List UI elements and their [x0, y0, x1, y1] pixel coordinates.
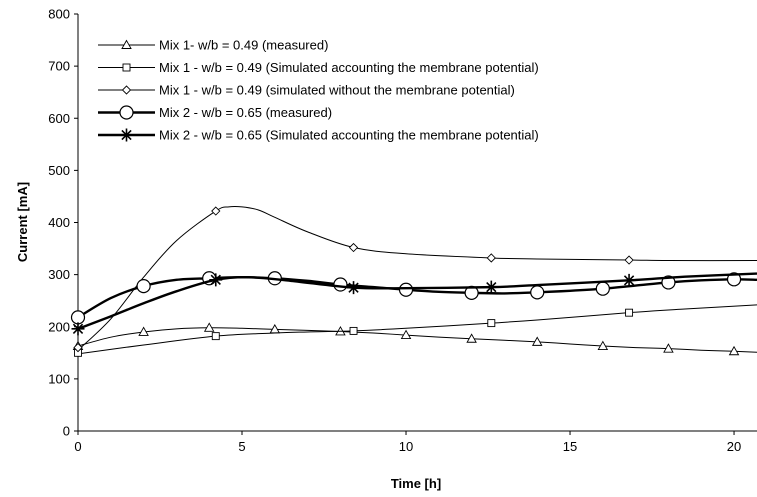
series-5-line: [77, 272, 757, 330]
series-1-line: [77, 327, 757, 353]
series-4-point: [726, 272, 742, 287]
series-4: [70, 271, 757, 325]
series-4-point: [661, 275, 676, 290]
series-3-point: [211, 206, 221, 216]
legend-label: Mix 2 - w/b = 0.65 (Simulated accounting…: [159, 128, 539, 143]
legend-item: Mix 2 - w/b = 0.65 (measured): [98, 105, 332, 120]
y-tick-label: 700: [48, 59, 70, 74]
y-tick-label: 300: [48, 267, 70, 282]
y-tick-label: 200: [48, 319, 70, 334]
series-4-point: [530, 285, 545, 300]
x-tick-label: 10: [399, 439, 413, 454]
series-2-line: [77, 304, 757, 355]
y-axis-title: Current [mA]: [15, 182, 30, 262]
series-1-point: [663, 343, 674, 353]
series-4-point: [70, 310, 86, 325]
x-tick-label: 15: [563, 439, 577, 454]
legend-marker: [119, 105, 134, 120]
series-3-point: [348, 242, 359, 253]
legend-item: Mix 1 - w/b = 0.49 (simulated without th…: [98, 83, 515, 98]
legend-label: Mix 1 - w/b = 0.49 (Simulated accounting…: [159, 60, 539, 75]
x-tick-label: 0: [74, 439, 81, 454]
series-4-point: [333, 277, 348, 292]
series-4-line: [77, 276, 757, 319]
series-2-point: [211, 332, 220, 341]
series-1-point: [203, 322, 215, 332]
series-1-point: [400, 329, 412, 340]
series-2-point: [487, 319, 496, 328]
series-layer: [70, 205, 757, 357]
series-5-point: [209, 273, 223, 287]
series-2-point: [625, 308, 634, 317]
series-5-point: [347, 281, 361, 295]
x-axis-title: Time [h]: [391, 476, 441, 491]
y-tick-label: 500: [48, 163, 70, 178]
y-tick-label: 100: [48, 371, 70, 386]
legend-marker: [121, 85, 132, 95]
series-3-point: [486, 253, 496, 263]
legend: Mix 1- w/b = 0.49 (measured) Mix 1 - w/b …: [98, 38, 539, 143]
series-5-point: [71, 322, 85, 336]
series-3-point: [73, 342, 83, 353]
legend-label: Mix 1 - w/b = 0.49 (simulated without th…: [159, 83, 515, 98]
legend-marker: [122, 63, 131, 72]
legend-marker: [121, 39, 132, 49]
series-4-point: [398, 282, 414, 297]
y-tick-label: 800: [48, 7, 70, 22]
series-1-point: [597, 340, 609, 350]
y-tick-label: 0: [63, 424, 70, 439]
x-tick-label: 5: [238, 439, 245, 454]
series-3-point: [624, 255, 634, 265]
series-3: [73, 205, 757, 353]
series-1-point: [531, 336, 543, 346]
axes: [77, 14, 757, 432]
y-tick-label: 600: [48, 111, 70, 126]
x-tick-label: 20: [727, 439, 741, 454]
series-4-point: [136, 278, 151, 294]
series-1-point: [728, 345, 740, 356]
legend-item: Mix 1- w/b = 0.49 (measured): [98, 38, 328, 53]
legend-item: Mix 2 - w/b = 0.65 (Simulated accounting…: [98, 128, 539, 143]
y-tick-label: 400: [48, 215, 70, 230]
series-1-point: [138, 326, 149, 336]
series-3-line: [77, 205, 757, 351]
series-1-point: [466, 333, 477, 343]
series-4-point: [595, 281, 610, 296]
series-2-point: [349, 326, 358, 335]
legend-label: Mix 2 - w/b = 0.65 (measured): [159, 105, 332, 120]
legend-item: Mix 1 - w/b = 0.49 (Simulated accounting…: [98, 60, 539, 75]
series-5-point: [484, 280, 498, 294]
series-5-point: [622, 273, 636, 287]
legend-label: Mix 1- w/b = 0.49 (measured): [159, 38, 328, 53]
series-2: [74, 304, 757, 357]
ticks: 0 100 200 300 400 500 600 700 800 0 5 10 15 20: [48, 7, 741, 455]
series-5: [71, 272, 757, 336]
legend-marker: [120, 128, 133, 142]
